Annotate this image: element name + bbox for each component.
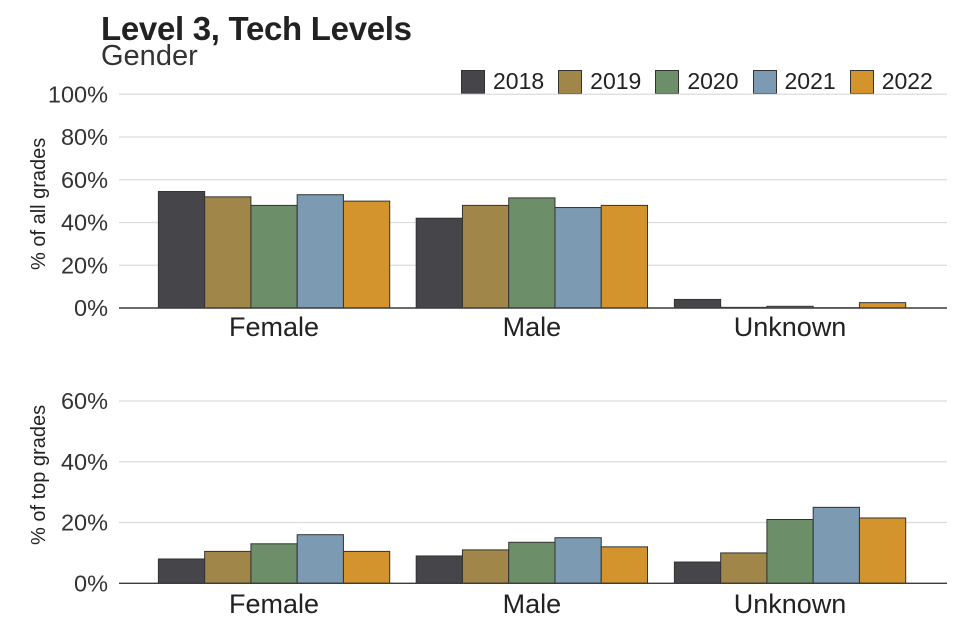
- svg-text:Male: Male: [503, 589, 562, 619]
- svg-text:Unknown: Unknown: [734, 589, 847, 619]
- svg-text:100%: 100%: [48, 81, 108, 107]
- svg-text:Male: Male: [503, 312, 562, 342]
- svg-text:0%: 0%: [74, 295, 108, 321]
- svg-text:Female: Female: [229, 589, 319, 619]
- svg-text:80%: 80%: [61, 124, 108, 150]
- svg-text:60%: 60%: [61, 388, 108, 414]
- svg-text:20%: 20%: [61, 510, 108, 536]
- svg-text:40%: 40%: [61, 210, 108, 236]
- svg-text:Female: Female: [229, 312, 319, 342]
- svg-text:Unknown: Unknown: [734, 312, 847, 342]
- svg-text:0%: 0%: [74, 570, 108, 596]
- svg-text:60%: 60%: [61, 167, 108, 193]
- svg-text:20%: 20%: [61, 252, 108, 278]
- svg-text:40%: 40%: [61, 449, 108, 475]
